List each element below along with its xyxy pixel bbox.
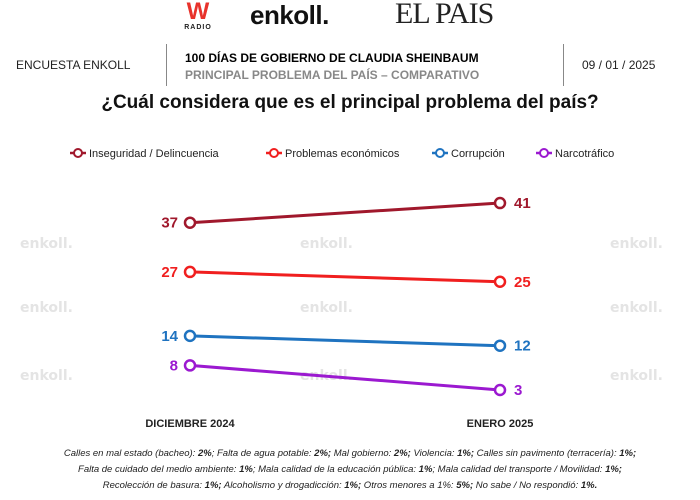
data-point — [183, 216, 197, 229]
series-line — [189, 334, 501, 348]
footnote-label: Falta de cuidado del medio ambiente: — [78, 464, 240, 475]
survey-label: ENCUESTA ENKOLL — [16, 58, 131, 72]
footnote-label: Mal gobierno: — [331, 448, 394, 459]
w-radio-logo: W RADIO — [183, 0, 213, 31]
legend-marker — [269, 148, 279, 158]
header-date: 09 / 01 / 2025 — [582, 58, 656, 72]
footnote-label: ; Mala calidad de la educación pública: — [252, 464, 419, 475]
chart-title: ¿Cuál considera que es el principal prob… — [101, 92, 599, 113]
series-line — [189, 270, 501, 284]
footnotes: Calles en mal estado (bacheo): 2%; Falta… — [0, 446, 700, 494]
data-point — [493, 383, 507, 397]
legend-label: Corrupción — [451, 148, 505, 160]
data-label: 25 — [514, 274, 531, 291]
footnote-label: ; Mala calidad del transporte / Movilida… — [432, 464, 606, 475]
data-label: 14 — [161, 328, 178, 345]
footnote-label: ; Falta de agua potable: — [211, 448, 315, 459]
divider — [166, 44, 167, 86]
data-label: 37 — [161, 215, 178, 232]
series-line — [189, 363, 501, 392]
watermark: enkoll. — [20, 236, 73, 252]
footnote-value: 1%; — [605, 464, 622, 475]
watermark: enkoll. — [300, 236, 353, 252]
watermark: enkoll. — [300, 300, 353, 316]
watermark: enkoll. — [20, 300, 73, 316]
footnote-label: No sabe / No respondió: — [473, 480, 581, 491]
footnote-label: Otros menores a 1%: — [361, 480, 457, 491]
footnote-label: Violencia: — [410, 448, 458, 459]
header-subtitle: PRINCIPAL PROBLEMA DEL PAÍS – COMPARATIV… — [185, 68, 480, 82]
data-point — [183, 265, 197, 279]
el-pais-logo: EL PAIS — [395, 0, 494, 30]
legend-marker — [539, 148, 549, 158]
legend-label: Problemas económicos — [285, 148, 400, 160]
data-point — [493, 339, 507, 352]
data-point — [183, 329, 197, 343]
watermark: enkoll. — [610, 236, 663, 252]
data-label: 8 — [170, 357, 178, 374]
footnote-value: 1%; — [344, 480, 362, 491]
footnote-value: 1%. — [580, 480, 598, 491]
footnote-value: 1% — [239, 464, 253, 475]
data-label: 12 — [514, 338, 531, 355]
footnote-value: 1%; — [619, 448, 637, 459]
watermark: enkoll. — [610, 300, 663, 316]
footnote-value: 5%; — [456, 480, 474, 491]
footnote-value: 1%; — [204, 480, 222, 491]
legend-label: Inseguridad / Delincuencia — [89, 148, 220, 160]
data-point — [183, 359, 197, 372]
footnote-value: 2% — [197, 448, 212, 459]
footnote-label: Calles sin pavimento (terracería): — [474, 448, 620, 459]
legend-marker — [435, 148, 445, 158]
watermark: enkoll. — [610, 368, 663, 384]
footnote-line: Recolección de basura: 1%; Alcoholismo y… — [0, 478, 700, 494]
data-point — [493, 196, 507, 210]
footnote-label: Recolección de basura: — [102, 480, 205, 491]
data-label: 3 — [514, 382, 522, 399]
data-point — [493, 275, 507, 289]
data-label: 27 — [161, 264, 178, 281]
footnote-label: Alcoholismo y drogadicción: — [221, 480, 345, 491]
footnote-value: 2%; — [314, 448, 332, 459]
header-title: 100 DÍAS DE GOBIERNO DE CLAUDIA SHEINBAU… — [185, 51, 479, 65]
footnote-line: Falta de cuidado del medio ambiente: 1%;… — [0, 462, 700, 478]
enkoll-logo: enkoll. — [250, 0, 329, 30]
data-label: 41 — [514, 195, 531, 212]
w-radio-logo-sub: RADIO — [184, 24, 212, 31]
footnote-label: Calles en mal estado (bacheo): — [63, 448, 198, 459]
header-titles: 100 DÍAS DE GOBIERNO DE CLAUDIA SHEINBAU… — [185, 50, 479, 84]
legend-marker — [73, 148, 83, 158]
legend-label: Narcotráfico — [555, 148, 614, 160]
footnote-value: 1% — [418, 464, 433, 475]
footnote-line: Calles en mal estado (bacheo): 2%; Falta… — [0, 446, 700, 462]
x-tick-label: ENERO 2025 — [467, 418, 534, 430]
w-radio-logo-mark: W — [186, 0, 210, 25]
watermark: enkoll. — [20, 368, 73, 384]
footnote-value: 1%; — [457, 448, 475, 459]
series-line — [189, 201, 501, 225]
x-tick-label: DICIEMBRE 2024 — [145, 418, 235, 430]
divider — [563, 44, 564, 86]
footnote-value: 2%; — [393, 448, 411, 459]
